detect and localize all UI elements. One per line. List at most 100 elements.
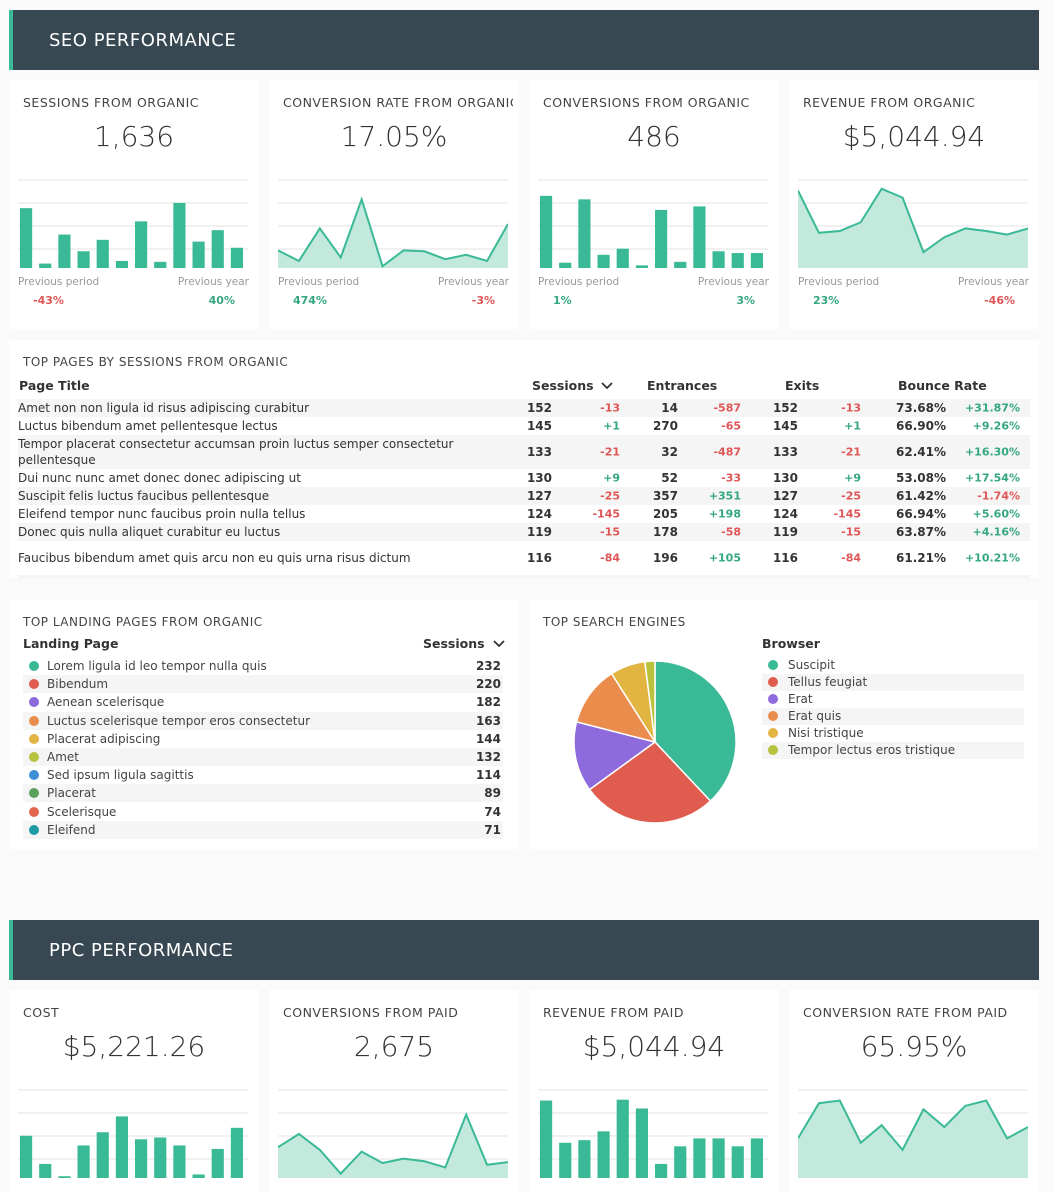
sessions-change: +9 bbox=[603, 471, 620, 485]
search-engines-panel: TOP SEARCH ENGINES Browser Suscipit Tellu… bbox=[529, 600, 1039, 849]
legend-dot-icon bbox=[768, 728, 778, 738]
sparkline-bar bbox=[230, 1127, 243, 1178]
col-bounce-rate[interactable]: Bounce Rate bbox=[898, 378, 987, 393]
col-landing-sessions[interactable]: Sessions bbox=[423, 636, 505, 651]
col-entrances[interactable]: Entrances bbox=[647, 378, 718, 393]
previous-year-change: -46% bbox=[984, 294, 1015, 307]
landing-page-label: Sed ipsum ligula sagittis bbox=[47, 768, 194, 783]
sparkline-line bbox=[278, 196, 508, 268]
table-row[interactable]: Faucibus bibendum amet quis arcu non eu … bbox=[18, 541, 1030, 575]
table-row[interactable]: Tempor placerat consectetur accumsan pro… bbox=[18, 435, 1030, 469]
bounce-rate-value: 61.42% bbox=[896, 489, 946, 503]
sparkline-area bbox=[278, 1114, 508, 1178]
table-row[interactable]: Amet non non ligula id risus adipiscing … bbox=[18, 399, 1030, 417]
list-item[interactable]: Placerat 89 bbox=[23, 784, 503, 803]
sessions-value: 119 bbox=[526, 525, 552, 539]
top-pages-panel: TOP PAGES BY SESSIONS FROM ORGANIC Page … bbox=[9, 340, 1039, 578]
list-item[interactable]: Scelerisque 74 bbox=[23, 803, 503, 821]
sparkline-bar bbox=[731, 1146, 744, 1178]
list-item[interactable]: Eleifend 71 bbox=[23, 820, 503, 839]
landing-page-label: Placerat bbox=[47, 786, 96, 801]
bounce-rate-value: 61.21% bbox=[896, 551, 946, 565]
list-item[interactable]: Lorem ligula id leo tempor nulla quis 232 bbox=[23, 657, 503, 675]
bounce-rate-change: +10.21% bbox=[964, 551, 1020, 565]
landing-page-label: Scelerisque bbox=[47, 804, 117, 819]
sparkline-bar bbox=[230, 247, 243, 268]
exits-change: -145 bbox=[833, 507, 861, 521]
bounce-rate-value: 66.90% bbox=[896, 419, 946, 433]
col-exits[interactable]: Exits bbox=[785, 378, 820, 393]
entrances-change: -281 bbox=[687, 578, 741, 579]
sparkline-bar bbox=[616, 248, 629, 268]
list-item[interactable]: Sed ipsum ligula sagittis 114 bbox=[23, 766, 503, 784]
list-item[interactable]: Placerat adipiscing 144 bbox=[23, 730, 503, 748]
sparkline-area bbox=[798, 1100, 1028, 1178]
sessions-value: 116 bbox=[526, 551, 552, 565]
bounce-rate-value: 66.94% bbox=[896, 507, 946, 521]
table-row[interactable]: Dui nunc nunc amet donec donec adipiscin… bbox=[18, 469, 1030, 487]
landing-pages-title: TOP LANDING PAGES FROM ORGANIC bbox=[23, 615, 263, 629]
page-title-cell: Faucibus bibendum amet quis arcu non eu … bbox=[18, 551, 411, 565]
col-sessions[interactable]: Sessions bbox=[532, 378, 613, 393]
exits-value: 124 bbox=[772, 507, 798, 521]
legend-item[interactable]: Tellus feugiat bbox=[762, 674, 1024, 691]
previous-period-label: Previous period bbox=[538, 276, 620, 288]
sparkline-bar bbox=[135, 221, 148, 268]
landing-page-sessions: 114 bbox=[475, 768, 501, 783]
list-item[interactable]: Aenean scelerisque 182 bbox=[23, 693, 503, 711]
exits-change: -25 bbox=[841, 489, 861, 503]
list-item[interactable]: Luctus scelerisque tempor eros consectet… bbox=[23, 711, 503, 730]
seo-kpi-card: REVENUE FROM ORGANIC $5,044.94 Previous pe… bbox=[789, 80, 1039, 329]
sessions-change: -84 bbox=[600, 551, 620, 565]
pie-slice[interactable] bbox=[654, 660, 737, 803]
legend-item[interactable]: Nisi tristique bbox=[762, 725, 1024, 742]
sparkline-bar bbox=[559, 1142, 572, 1178]
kpi-sparkline bbox=[538, 179, 768, 268]
landing-page-label: Luctus scelerisque tempor eros consectet… bbox=[47, 713, 310, 728]
legend-item[interactable]: Erat quis bbox=[762, 708, 1024, 725]
table-row[interactable]: Elit suscipit eros non quis tristique se… bbox=[18, 575, 1030, 578]
legend-dot-icon bbox=[29, 679, 39, 690]
bounce-rate-change: +39.35% bbox=[952, 578, 1020, 579]
sparkline-bar bbox=[578, 1140, 591, 1178]
sparkline-bar bbox=[597, 1131, 610, 1178]
pie-slice[interactable] bbox=[575, 672, 657, 744]
col-landing-page[interactable]: Landing Page bbox=[23, 636, 119, 651]
legend-dot-icon bbox=[29, 697, 39, 708]
sparkline-bar bbox=[693, 206, 706, 268]
legend-label: Tellus feugiat bbox=[788, 675, 868, 689]
entrances-value: 32 bbox=[661, 445, 678, 459]
sparkline-bar bbox=[135, 1139, 148, 1178]
exits-change: +1 bbox=[844, 419, 861, 433]
table-row[interactable]: Suscipit felis luctus faucibus pellentes… bbox=[18, 487, 1030, 505]
pie-slice[interactable] bbox=[573, 720, 657, 791]
legend-dot-icon bbox=[768, 677, 778, 687]
table-row[interactable]: Luctus bibendum amet pellentesque lectus… bbox=[18, 417, 1030, 435]
sparkline-bar bbox=[211, 1148, 224, 1178]
table-row[interactable]: Eleifend tempor nunc faucibus proin null… bbox=[18, 505, 1030, 523]
page-title-cell: Elit suscipit eros non quis tristique se… bbox=[18, 576, 498, 578]
col-page-title[interactable]: Page Title bbox=[19, 378, 90, 393]
pie-slice[interactable] bbox=[644, 660, 656, 743]
exits-change: +9 bbox=[844, 471, 861, 485]
exits-value: 133 bbox=[772, 445, 798, 459]
list-item[interactable]: Amet 132 bbox=[23, 748, 503, 766]
previous-period-label: Previous period bbox=[798, 276, 880, 288]
pie-slice[interactable] bbox=[588, 741, 712, 824]
entrances-value: 357 bbox=[652, 489, 678, 503]
entrances-change: +105 bbox=[708, 551, 741, 565]
exits-change: -13 bbox=[841, 401, 861, 415]
sparkline-bar bbox=[655, 1163, 668, 1178]
legend-item[interactable]: Suscipit bbox=[762, 657, 1024, 674]
list-item[interactable]: Bibendum 220 bbox=[23, 675, 503, 694]
legend-item[interactable]: Erat bbox=[762, 691, 1024, 708]
ppc-section-header: PPC PERFORMANCE bbox=[9, 920, 1039, 980]
seo-kpi-card: CONVERSION RATE FROM ORGANIC 17.05% Previo… bbox=[269, 80, 519, 329]
kpi-value: $5,221.26 bbox=[62, 1030, 206, 1063]
legend-label: Erat bbox=[788, 692, 813, 706]
legend-item[interactable]: Tempor lectus eros tristique bbox=[762, 742, 1024, 759]
sparkline-bar bbox=[211, 230, 224, 268]
sparkline-bar bbox=[173, 1145, 186, 1178]
sparkline-bar bbox=[693, 1138, 706, 1178]
table-row[interactable]: Donec quis nulla aliquet curabitur eu lu… bbox=[18, 523, 1030, 541]
